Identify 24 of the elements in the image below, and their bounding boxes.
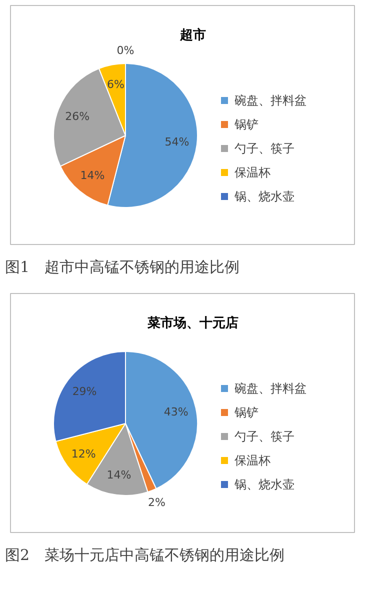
chart-title: 超市 bbox=[179, 27, 206, 43]
legend-label: 锅铲 bbox=[234, 406, 258, 420]
legend-label: 锅铲 bbox=[234, 118, 258, 132]
data-label: 43% bbox=[164, 406, 188, 420]
legend-label: 勺子、筷子 bbox=[234, 142, 294, 156]
legend-label: 碗盘、拌料盆 bbox=[234, 94, 306, 108]
data-label: 29% bbox=[72, 386, 97, 399]
legend-label: 锅、烧水壶 bbox=[234, 190, 294, 204]
data-label: 6% bbox=[107, 78, 125, 92]
data-label: 54% bbox=[164, 135, 190, 148]
caption: 图1 超市中高锰不锈钢的用途比例 bbox=[5, 257, 240, 278]
data-label: 2% bbox=[148, 496, 166, 510]
legend-label: 保温杯 bbox=[234, 166, 270, 180]
text: 0% bbox=[116, 44, 134, 58]
data-label: 12% bbox=[71, 448, 96, 461]
legend-label: 勺子、筷子 bbox=[234, 430, 294, 444]
data-label: 14% bbox=[106, 468, 132, 482]
chart-title: 菜市场、十元店 bbox=[146, 315, 238, 332]
data-label: 14% bbox=[80, 168, 105, 182]
legend-label: 锅、烧水壶 bbox=[234, 478, 294, 492]
data-label: 26% bbox=[65, 110, 90, 123]
legend-label: 碗盘、拌料盆 bbox=[234, 382, 306, 396]
caption: 图2 菜场十元店中高锰不锈钢的用途比例 bbox=[5, 545, 285, 566]
legend-label: 保温杯 bbox=[234, 454, 270, 468]
